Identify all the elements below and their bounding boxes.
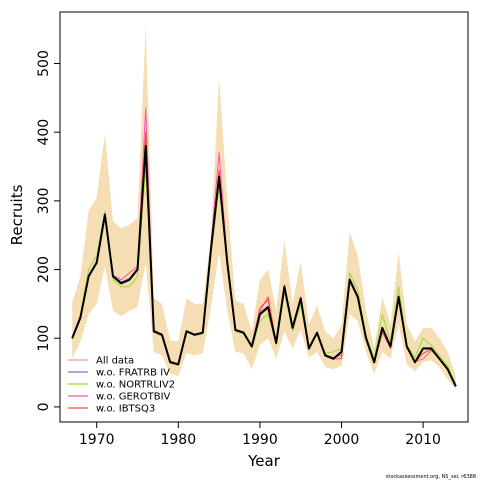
confidence-band <box>72 25 456 390</box>
y-tick-label-0: 0 <box>36 402 52 411</box>
y-tick-label-400: 400 <box>36 119 52 146</box>
x-axis-title: Year <box>247 452 281 470</box>
series-line-all-data <box>71 144 457 387</box>
legend-label-w-o-fratrb-iv: w.o. FRATRB IV <box>96 368 170 379</box>
y-tick-label-200: 200 <box>36 256 52 283</box>
y-tick-label-500: 500 <box>36 50 52 77</box>
credit-text: stockassessment.org, NS_sei, r6388 <box>386 474 476 480</box>
y-axis-title: Recruits <box>8 184 26 245</box>
x-tick-label-2010: 2010 <box>405 432 441 448</box>
x-axis: 1970 1980 1990 2000 2010 <box>79 422 441 448</box>
legend-label-all-data: All data <box>96 356 134 367</box>
x-tick-label-1970: 1970 <box>79 432 115 448</box>
y-tick-label-300: 300 <box>36 188 52 215</box>
x-tick-label-1990: 1990 <box>242 432 278 448</box>
series-layer <box>71 107 457 387</box>
legend-label-w-o-nortrliv2: w.o. NORTRLIV2 <box>96 380 175 391</box>
legend-label-w-o-ibtsq3: w.o. IBTSQ3 <box>96 404 155 415</box>
x-tick-label-1980: 1980 <box>160 432 196 448</box>
confidence-band-layer <box>72 25 456 390</box>
plot-frame <box>59 11 469 423</box>
y-tick-label-100: 100 <box>36 325 52 352</box>
x-tick-label-2000: 2000 <box>324 432 360 448</box>
y-axis: 0 100 200 300 400 500 <box>36 50 60 411</box>
legend-label-w-o-gerotbiv: w.o. GEROTBIV <box>96 392 171 403</box>
